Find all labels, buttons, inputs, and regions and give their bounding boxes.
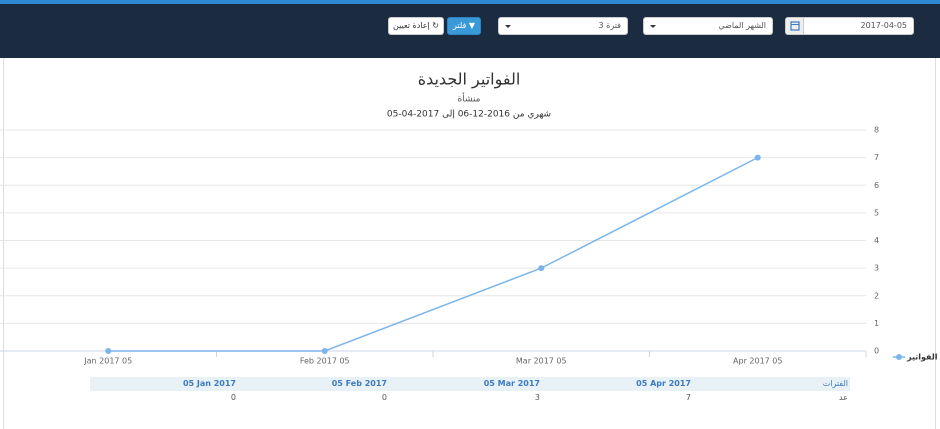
legend-label: الفواتير [906, 353, 938, 362]
calendar-icon [786, 18, 804, 34]
top-bar: 2017-04-05 الشهر الماضي فترة 3 ▼ فلتر ↻ … [0, 0, 940, 58]
y-tick-label: 3 [874, 264, 879, 273]
chart-title: الفواتير الجديدة [418, 70, 521, 90]
button-text: فلتر [452, 21, 467, 30]
filter-button[interactable]: ▼ فلتر [447, 17, 481, 35]
table-header-cell: 05 Apr 2017 [636, 379, 691, 388]
date-text: 2017-04-05 [860, 21, 908, 30]
x-tick-label: Jan 2017 05 [83, 357, 132, 366]
caret [650, 25, 656, 28]
series-line [108, 156, 759, 352]
x-tick-label: Feb 2017 05 [300, 357, 350, 366]
count-select[interactable]: فترة 3 [498, 17, 628, 35]
date-input[interactable]: 2017-04-05 [785, 17, 914, 35]
table-header-cell: 05 Jan 2017 [182, 379, 236, 388]
point [321, 348, 328, 354]
calendar-glyph [790, 21, 800, 31]
point [105, 348, 112, 354]
y-tick-label: 2 [874, 291, 879, 300]
y-tick-label: 4 [874, 236, 879, 245]
period-select[interactable]: الشهر الماضي [643, 17, 773, 35]
table-header-cell: 05 Mar 2017 [483, 379, 540, 388]
table-header-row [90, 377, 850, 391]
table-cell: 0 [230, 393, 236, 402]
chart: الفواتير الجديدة منشأة شهري من 2016-12-0… [0, 70, 938, 366]
point [538, 265, 545, 272]
point [754, 154, 761, 161]
y-tick-label: 6 [874, 181, 879, 190]
x-tick-label: Apr 2017 05 [733, 357, 782, 366]
button-text: إعادة تعيين [393, 21, 430, 30]
table-header-cell: الفترات [822, 379, 848, 388]
reset-button[interactable]: ↻ إعادة تعيين [388, 17, 444, 35]
table-cell: 0 [381, 393, 387, 402]
table-cell: 3 [534, 393, 540, 402]
x-tick-label: Mar 2017 05 [516, 357, 567, 366]
chart-subtitle: منشأة [457, 92, 480, 105]
y-tick-label: 1 [874, 319, 879, 328]
range-text: شهري من 2016-12-06 إلى 2017-04-05 [387, 110, 551, 120]
select-text: فترة 3 [598, 21, 621, 30]
table-cell: عد [839, 393, 848, 402]
caret [505, 25, 511, 28]
legend-marker [896, 354, 902, 360]
table-cell: 7 [685, 393, 691, 402]
y-tick-label: 0 [874, 347, 879, 356]
table-header-cell: 05 Feb 2017 [331, 379, 387, 388]
y-tick-label: 8 [874, 126, 879, 135]
panel [3, 58, 936, 429]
y-tick-label: 5 [874, 208, 879, 217]
y-tick-label: 7 [874, 153, 879, 162]
data-table: الفترات عد 05 Apr 2017 7 05 Mar 2017 3 05 Feb … [90, 377, 850, 407]
select-text: الشهر الماضي [718, 21, 766, 30]
